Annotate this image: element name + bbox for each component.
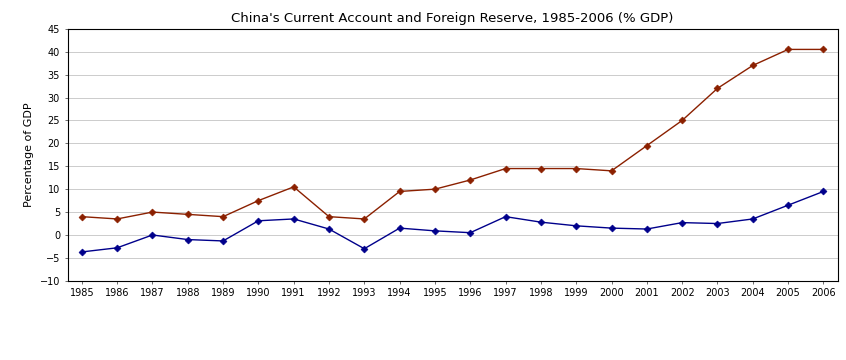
Foreign reserve/GDP [571,166,581,171]
Foreign reserve/GDP [147,210,157,214]
Foreign reserve/GDP [394,189,404,194]
Foreign reserve/GDP [712,86,722,90]
Title: China's Current Account and Foreign Reserve, 1985-2006 (% GDP): China's Current Account and Foreign Rese… [232,12,673,25]
Current account/GDP [253,219,263,223]
Current account/GDP [818,189,828,194]
Foreign reserve/GDP [607,169,617,173]
Current account/GDP [783,203,794,207]
Current account/GDP [360,247,370,251]
Foreign reserve/GDP [360,217,370,221]
Current account/GDP [112,246,122,250]
Foreign reserve/GDP [430,187,440,191]
Line: Current account/GDP: Current account/GDP [80,189,826,255]
Y-axis label: Percentage of GDP: Percentage of GDP [24,103,34,207]
Current account/GDP [430,229,440,233]
Current account/GDP [712,221,722,226]
Current account/GDP [607,226,617,230]
Current account/GDP [147,233,157,237]
Line: Foreign reserve/GDP: Foreign reserve/GDP [80,47,826,221]
Current account/GDP [465,230,475,235]
Foreign reserve/GDP [748,63,758,68]
Foreign reserve/GDP [112,217,122,221]
Current account/GDP [571,224,581,228]
Foreign reserve/GDP [183,212,193,216]
Current account/GDP [677,220,687,225]
Current account/GDP [183,237,193,242]
Foreign reserve/GDP [288,185,299,189]
Current account/GDP [536,220,546,224]
Current account/GDP [501,215,511,219]
Current account/GDP [324,227,334,231]
Foreign reserve/GDP [465,178,475,182]
Foreign reserve/GDP [77,215,87,219]
Foreign reserve/GDP [253,198,263,203]
Foreign reserve/GDP [501,166,511,171]
Current account/GDP [394,226,404,230]
Foreign reserve/GDP [324,215,334,219]
Foreign reserve/GDP [677,118,687,123]
Foreign reserve/GDP [642,144,652,148]
Current account/GDP [288,217,299,221]
Foreign reserve/GDP [536,166,546,171]
Foreign reserve/GDP [783,47,794,51]
Foreign reserve/GDP [818,47,828,51]
Current account/GDP [642,227,652,231]
Current account/GDP [748,217,758,221]
Current account/GDP [218,239,228,243]
Foreign reserve/GDP [218,215,228,219]
Current account/GDP [77,250,87,254]
